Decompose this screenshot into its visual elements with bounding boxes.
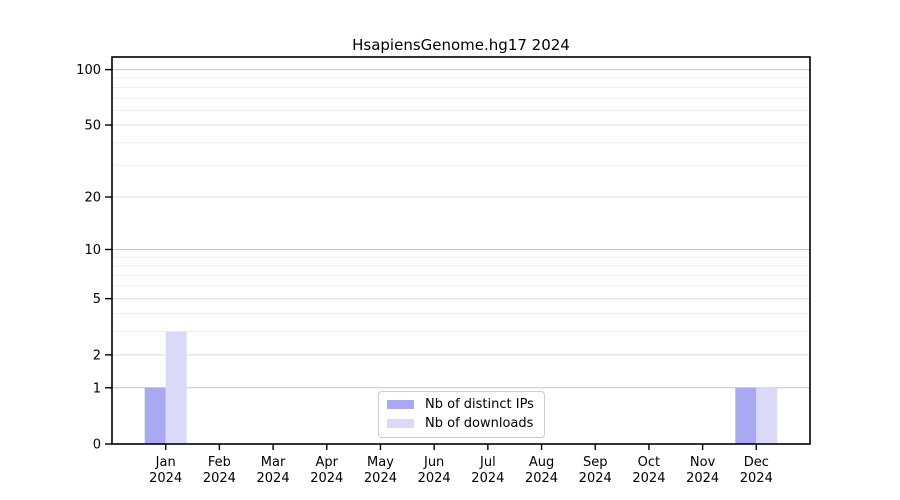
svg-text:2024: 2024	[418, 471, 451, 486]
svg-text:2024: 2024	[257, 471, 290, 486]
svg-text:Jun: Jun	[423, 455, 444, 470]
svg-text:2024: 2024	[471, 471, 504, 486]
svg-text:2024: 2024	[525, 471, 558, 486]
svg-text:Dec: Dec	[744, 455, 769, 470]
svg-text:2024: 2024	[740, 471, 773, 486]
svg-text:2024: 2024	[579, 471, 612, 486]
svg-text:2024: 2024	[632, 471, 665, 486]
svg-text:10: 10	[84, 243, 101, 258]
legend-label-distinct-ips: Nb of distinct IPs	[425, 397, 534, 412]
svg-text:20: 20	[84, 191, 101, 206]
svg-text:0: 0	[93, 438, 101, 453]
legend-swatch-distinct-ips	[387, 400, 414, 410]
chart-title: HsapiensGenome.hg17 2024	[352, 36, 570, 54]
legend-item-distinct-ips: Nb of distinct IPs	[387, 397, 534, 413]
svg-text:Sep: Sep	[583, 455, 608, 470]
svg-text:May: May	[367, 455, 394, 470]
svg-text:2024: 2024	[149, 471, 182, 486]
svg-text:Jan: Jan	[155, 455, 176, 470]
svg-text:1: 1	[93, 381, 101, 396]
svg-text:50: 50	[84, 119, 101, 134]
svg-text:Nov: Nov	[690, 455, 716, 470]
legend-label-downloads: Nb of downloads	[425, 415, 534, 431]
bar-dec-0	[735, 387, 757, 444]
bar-dec-1	[756, 387, 778, 444]
bar-jan-1	[165, 331, 187, 444]
legend-item-downloads: Nb of downloads	[387, 416, 534, 432]
svg-text:Oct: Oct	[638, 455, 660, 470]
svg-text:2024: 2024	[310, 471, 343, 486]
bar-jan-0	[144, 387, 166, 444]
svg-text:2: 2	[93, 348, 101, 363]
svg-text:2024: 2024	[203, 471, 236, 486]
svg-text:2024: 2024	[686, 471, 719, 486]
svg-text:Jul: Jul	[479, 455, 496, 470]
svg-text:2024: 2024	[364, 471, 397, 486]
svg-text:Feb: Feb	[208, 455, 231, 470]
legend: Nb of distinct IPs Nb of downloads	[378, 391, 545, 438]
svg-text:100: 100	[76, 63, 101, 78]
legend-swatch-downloads	[387, 419, 414, 429]
svg-text:Apr: Apr	[316, 455, 339, 470]
svg-text:5: 5	[93, 292, 101, 307]
svg-text:Aug: Aug	[529, 455, 554, 470]
svg-text:Mar: Mar	[261, 455, 286, 470]
